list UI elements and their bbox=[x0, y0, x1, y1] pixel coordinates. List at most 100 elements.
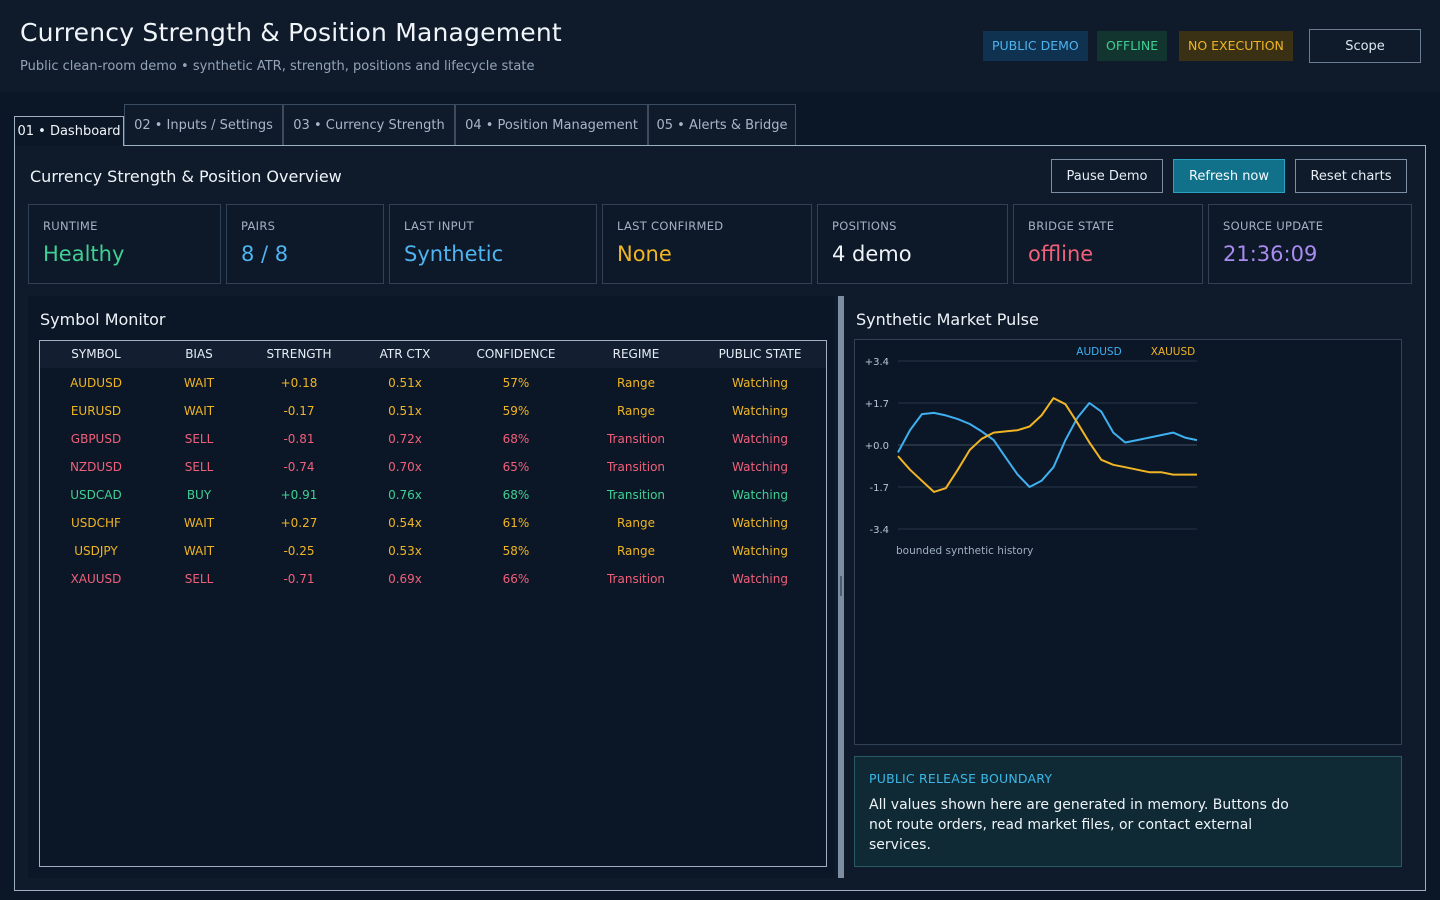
cell-strength: -0.74 bbox=[283, 460, 315, 474]
kpi-label: POSITIONS bbox=[832, 219, 897, 233]
cell-confidence: 66% bbox=[502, 572, 530, 586]
boundary-title: PUBLIC RELEASE BOUNDARY bbox=[869, 771, 1053, 786]
table-row[interactable]: GBPUSD SELL -0.81 0.72x 68% Transition Watchin… bbox=[40, 425, 826, 453]
kpi-label: LAST INPUT bbox=[404, 219, 474, 233]
cell-state: Watching bbox=[732, 376, 788, 390]
public-demo-badge: PUBLIC DEMO bbox=[983, 31, 1088, 61]
y-tick-label: -1.7 bbox=[869, 483, 889, 494]
boundary-text: All values shown here are generated in m… bbox=[869, 797, 1289, 853]
y-tick-label: +3.4 bbox=[865, 357, 889, 368]
y-tick-label: -3.4 bbox=[869, 525, 889, 536]
cell-bias: WAIT bbox=[183, 516, 215, 530]
table-row[interactable]: USDCHF WAIT +0.27 0.54x 61% Range Watching bbox=[40, 509, 826, 537]
cell-strength: -0.17 bbox=[283, 404, 315, 418]
pulse-chart-frame: +3.4 +1.7 +0.0 -1.7 -3.4 AUDUSD XAUUSD bounded … bbox=[854, 339, 1402, 745]
market-pulse-title: Synthetic Market Pulse bbox=[856, 310, 1039, 329]
table-row[interactable]: AUDUSD WAIT +0.18 0.51x 57% Range Watching bbox=[40, 369, 826, 397]
column-header-bias[interactable]: BIAS bbox=[185, 347, 213, 361]
reset-charts-button[interactable]: Reset charts bbox=[1295, 159, 1407, 193]
tab-inputs-settings[interactable]: 02 • Inputs / Settings bbox=[124, 104, 283, 145]
cell-regime: Transition bbox=[606, 432, 666, 446]
cell-symbol: AUDUSD bbox=[70, 376, 122, 390]
cell-confidence: 68% bbox=[502, 488, 530, 502]
symbol-monitor-title: Symbol Monitor bbox=[40, 310, 166, 329]
symbol-monitor-panel: Symbol Monitor SYMBOL BIAS STRENGTH ATR … bbox=[28, 296, 835, 878]
cell-atr: 0.54x bbox=[388, 516, 422, 530]
kpi-last-input: LAST INPUT Synthetic bbox=[389, 204, 597, 284]
tab-currency-strength[interactable]: 03 • Currency Strength bbox=[283, 104, 455, 145]
table-row[interactable]: USDJPY WAIT -0.25 0.53x 58% Range Watching bbox=[40, 537, 826, 565]
scope-button[interactable]: Scope bbox=[1309, 29, 1421, 63]
column-header-regime[interactable]: REGIME bbox=[612, 347, 660, 361]
kpi-value: offline bbox=[1028, 242, 1094, 266]
cell-regime: Range bbox=[616, 404, 656, 418]
chart-caption: bounded synthetic history bbox=[896, 545, 1033, 557]
cell-bias: WAIT bbox=[183, 404, 215, 418]
table-row[interactable]: EURUSD WAIT -0.17 0.51x 59% Range Watching bbox=[40, 397, 826, 425]
cell-atr: 0.51x bbox=[388, 376, 422, 390]
table-row[interactable]: XAUUSD SELL -0.71 0.69x 66% Transition Watchin… bbox=[40, 565, 826, 593]
cell-state: Watching bbox=[732, 404, 788, 418]
pulse-line-chart: +3.4 +1.7 +0.0 -1.7 -3.4 AUDUSD XAUUSD bounded … bbox=[865, 346, 1198, 557]
no-execution-badge: NO EXECUTION bbox=[1179, 31, 1293, 61]
cell-symbol: GBPUSD bbox=[70, 432, 122, 446]
kpi-value: None bbox=[617, 242, 672, 266]
table-header-row: SYMBOL BIAS STRENGTH ATR CTX CONFIDENCE … bbox=[40, 341, 826, 368]
cell-regime: Transition bbox=[606, 488, 666, 502]
cell-bias: BUY bbox=[186, 488, 212, 502]
tab-dashboard[interactable]: 01 • Dashboard bbox=[14, 116, 124, 146]
cell-strength: +0.18 bbox=[280, 376, 318, 390]
column-header-symbol[interactable]: SYMBOL bbox=[71, 347, 121, 361]
cell-symbol: XAUUSD bbox=[70, 572, 122, 586]
kpi-pairs: PAIRS 8 / 8 bbox=[226, 204, 384, 284]
cell-state: Watching bbox=[732, 432, 788, 446]
cell-confidence: 57% bbox=[502, 376, 530, 390]
symbol-table[interactable]: SYMBOL BIAS STRENGTH ATR CTX CONFIDENCE … bbox=[39, 340, 827, 867]
kpi-label: LAST CONFIRMED bbox=[617, 219, 724, 233]
kpi-label: SOURCE UPDATE bbox=[1223, 219, 1324, 233]
cell-state: Watching bbox=[732, 544, 788, 558]
kpi-label: RUNTIME bbox=[43, 219, 98, 233]
cell-regime: Range bbox=[616, 544, 656, 558]
cell-symbol: EURUSD bbox=[70, 404, 122, 418]
tab-position-management[interactable]: 04 • Position Management bbox=[455, 104, 648, 145]
app-header: Currency Strength & Position Management … bbox=[0, 0, 1440, 92]
panel-splitter[interactable] bbox=[838, 296, 844, 878]
cell-regime: Range bbox=[616, 516, 656, 530]
kpi-source-update: SOURCE UPDATE 21:36:09 bbox=[1208, 204, 1412, 284]
column-header-public-state[interactable]: PUBLIC STATE bbox=[718, 347, 802, 361]
cell-symbol: USDCHF bbox=[71, 516, 121, 530]
legend-entry: AUDUSD bbox=[1076, 346, 1121, 358]
kpi-last-confirmed: LAST CONFIRMED None bbox=[602, 204, 812, 284]
cell-state: Watching bbox=[732, 460, 788, 474]
cell-symbol: USDJPY bbox=[74, 544, 118, 558]
cell-symbol: NZDUSD bbox=[69, 460, 123, 474]
column-header-atr-ctx[interactable]: ATR CTX bbox=[379, 347, 431, 361]
table-row[interactable]: NZDUSD SELL -0.74 0.70x 65% Transition Watchin… bbox=[40, 453, 826, 481]
kpi-label: PAIRS bbox=[241, 219, 276, 233]
cell-symbol: USDCAD bbox=[70, 488, 122, 502]
column-header-strength[interactable]: STRENGTH bbox=[266, 347, 332, 361]
kpi-value: 21:36:09 bbox=[1223, 242, 1318, 266]
cell-bias: SELL bbox=[184, 460, 214, 474]
market-pulse-panel: Synthetic Market Pulse +3.4 +1.7 +0.0 -1.7 -… bbox=[844, 296, 1412, 878]
cell-confidence: 68% bbox=[502, 432, 530, 446]
pause-demo-button[interactable]: Pause Demo bbox=[1051, 159, 1163, 193]
legend-entry: XAUUSD bbox=[1151, 346, 1196, 358]
column-header-confidence[interactable]: CONFIDENCE bbox=[476, 347, 556, 361]
series-line-xauusd bbox=[897, 397, 1197, 493]
cell-strength: +0.27 bbox=[280, 516, 318, 530]
refresh-now-button[interactable]: Refresh now bbox=[1173, 159, 1285, 193]
cell-strength: -0.25 bbox=[283, 544, 315, 558]
cell-bias: WAIT bbox=[183, 544, 215, 558]
table-row[interactable]: USDCAD BUY +0.91 0.76x 68% Transition Watching bbox=[40, 481, 826, 509]
tab-alerts-bridge[interactable]: 05 • Alerts & Bridge bbox=[648, 104, 796, 145]
kpi-value: 4 demo bbox=[832, 242, 912, 266]
overview-title: Currency Strength & Position Overview bbox=[30, 167, 342, 186]
cell-regime: Range bbox=[616, 376, 656, 390]
offline-badge: OFFLINE bbox=[1097, 31, 1168, 61]
kpi-label: BRIDGE STATE bbox=[1028, 219, 1115, 233]
cell-state: Watching bbox=[732, 488, 788, 502]
cell-regime: Transition bbox=[606, 572, 666, 586]
cell-atr: 0.53x bbox=[388, 544, 422, 558]
